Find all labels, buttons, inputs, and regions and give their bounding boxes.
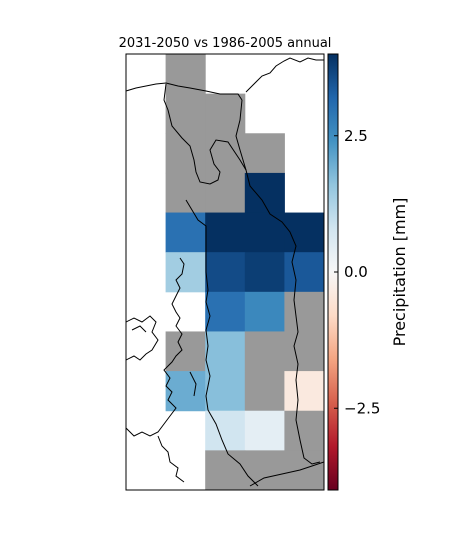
- colorbar-tick-label: 0.0: [344, 263, 368, 281]
- map-frame: [125, 53, 325, 491]
- grid-cell: [165, 54, 206, 95]
- grid-cell: [205, 291, 246, 332]
- grid-cell: [244, 410, 285, 451]
- grid-cell: [284, 450, 324, 490]
- grid-cell: [244, 212, 285, 253]
- grid-cell: [284, 291, 324, 332]
- colorbar: 2.5 0.0 −2.5 Precipitation [mm]: [327, 53, 409, 491]
- grid-cell: [165, 93, 206, 134]
- grid-cell: [205, 252, 246, 293]
- grid-cell: [244, 371, 285, 412]
- colorbar-tick-label: −2.5: [344, 399, 380, 417]
- grid-cell: [205, 93, 246, 134]
- grid-cell: [284, 331, 324, 372]
- grid-cell: [284, 410, 324, 451]
- grid-cell: [165, 133, 206, 174]
- grid-cell: [244, 252, 285, 293]
- grid-cell: [165, 212, 206, 253]
- grid-cell: [244, 450, 285, 490]
- grid-cell: [205, 410, 246, 451]
- grid-cell: [244, 133, 285, 174]
- colorbar-label: Precipitation [mm]: [390, 198, 409, 347]
- grid-cell: [244, 172, 285, 214]
- grid-cell: [205, 212, 246, 253]
- grid-cell: [165, 252, 206, 293]
- grid-cell: [205, 371, 246, 412]
- chart-title: 2031-2050 vs 1986-2005 annual: [119, 36, 332, 51]
- grid-cell: [284, 371, 324, 412]
- grid-cell: [284, 212, 324, 253]
- grid-cell: [165, 331, 206, 372]
- grid-cell: [165, 172, 206, 214]
- grid-cell: [284, 252, 324, 293]
- colorbar-tick-label: 2.5: [344, 127, 368, 145]
- grid-cell: [244, 291, 285, 332]
- grid-cell: [205, 172, 246, 214]
- grid-cell: [205, 133, 246, 174]
- colorbar-ticks: 2.5 0.0 −2.5: [334, 127, 380, 417]
- grid-cell: [205, 331, 246, 372]
- grid-cell: [205, 450, 246, 490]
- country-borders: [126, 57, 324, 487]
- grid-cell: [244, 331, 285, 372]
- map-panel: [125, 53, 325, 491]
